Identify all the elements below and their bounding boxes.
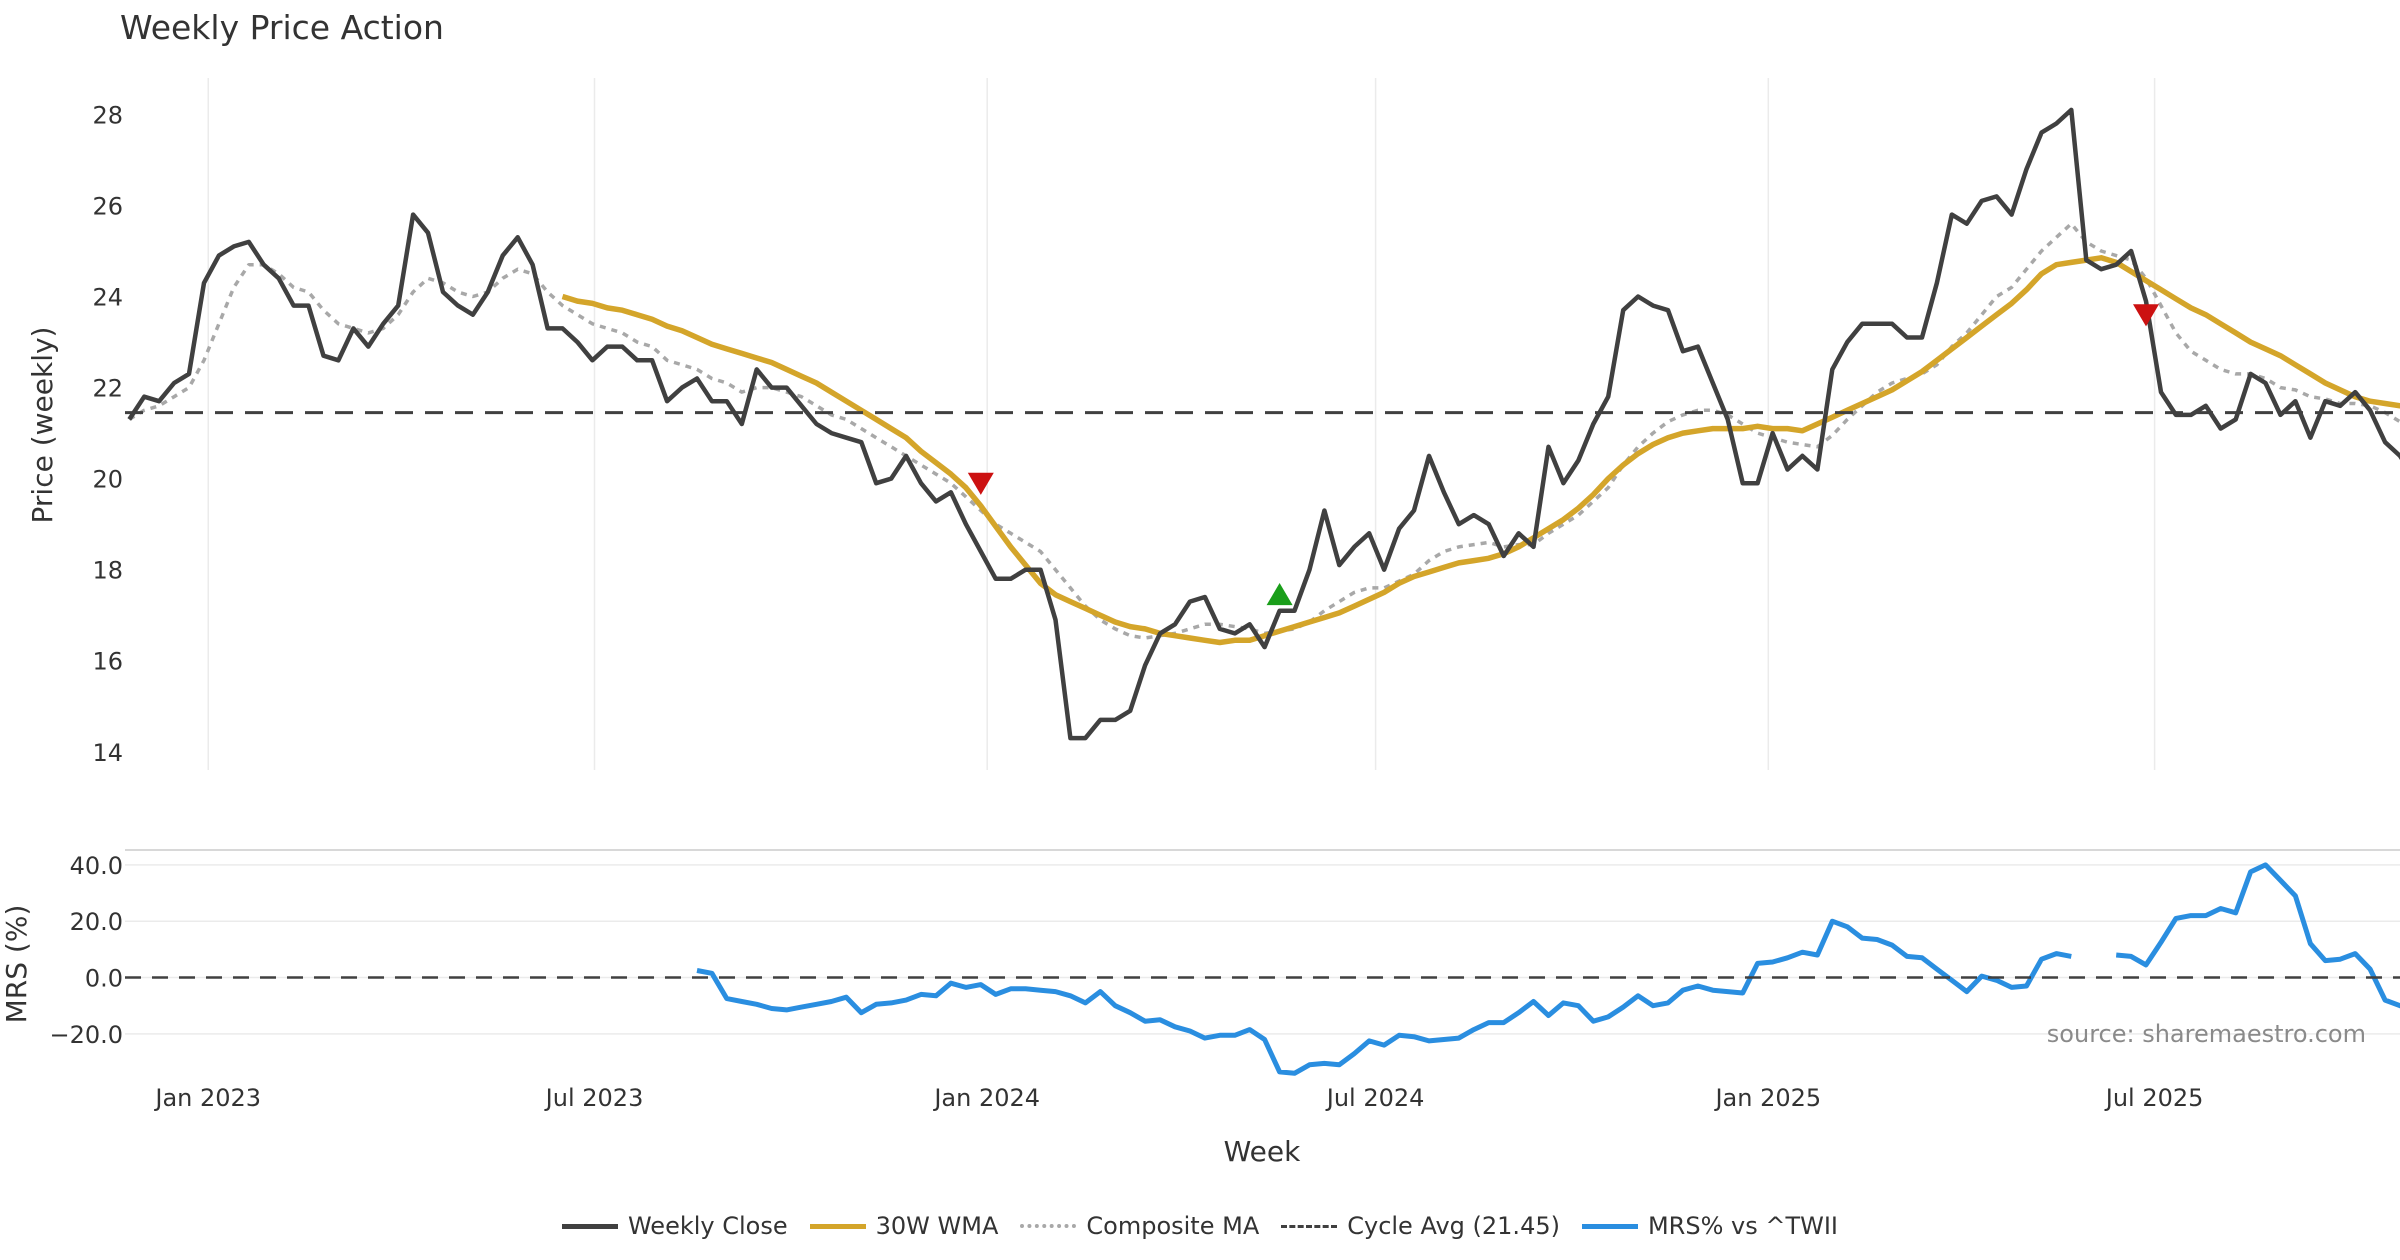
price-y-tick-label: 26 [92,192,123,220]
price-y-tick-label: 24 [92,284,123,312]
legend-item: Composite MA [1020,1212,1259,1240]
series-30w-wma [561,255,2400,646]
price-y-tick-label: 20 [92,466,123,494]
legend-item: Weekly Close [561,1212,788,1240]
legend-label: Cycle Avg (21.45) [1347,1212,1560,1240]
mrs-axis-label: MRS (%) [0,905,33,1024]
x-tick-label: Jul 2024 [1325,1084,1425,1112]
legend-label: Composite MA [1086,1212,1260,1240]
price-y-tick-label: 14 [92,739,123,767]
source-note: source: sharemaestro.com [2046,1020,2366,1048]
mrs-y-tick-label: 20.0 [70,908,123,936]
legend-item: MRS% vs ^TWII [1581,1212,1839,1240]
price-y-tick-label: 18 [92,557,123,585]
mrs-y-tick-label: −20.0 [49,1021,123,1049]
chart-legend: Weekly Close 30W WMA Composite MA Cycle Avg… [0,1212,2400,1240]
legend-swatch [561,1223,618,1229]
x-tick-label: Jul 2023 [544,1084,644,1112]
x-tick-label: Jan 2025 [1713,1084,1821,1112]
price-panel-grid: Jan 2023 Jul 2023 Jan 2024 Jul 2024 Jan 2025… [92,78,2203,1112]
price-panel-series [125,107,2400,741]
legend-swatch [1020,1224,1077,1228]
price-y-tick-label: 28 [92,101,123,129]
mrs-panel-series [125,862,2400,1076]
x-tick-label: Jul 2025 [2104,1084,2204,1112]
price-axis-label: Price (weekly) [26,327,59,524]
legend-swatch [1281,1224,1338,1228]
mrs-y-tick-label: 40.0 [70,852,123,880]
legend-label: 30W WMA [875,1212,999,1240]
x-tick-label: Jan 2024 [932,1084,1040,1112]
price-y-tick-label: 22 [92,375,123,403]
buy-signal-marker [1266,583,1293,606]
legend-item: 30W WMA [809,1212,999,1240]
axis-labels: Price (weekly) MRS (%) Week [0,327,1301,1168]
legend-swatch [809,1223,866,1229]
series-composite-ma [128,221,2400,640]
legend-swatch [1581,1223,1638,1229]
price-y-tick-label: 16 [92,648,123,676]
series-weekly-close [127,107,2400,741]
sell-signal-marker [967,472,994,495]
x-axis-label: Week [1224,1135,1301,1168]
legend-item: Cycle Avg (21.45) [1281,1212,1560,1240]
x-tick-label: Jan 2023 [153,1084,261,1112]
legend-label: MRS% vs ^TWII [1647,1212,1839,1240]
series-mrs-vs-twii [696,862,2400,1076]
chart-title: Weekly Price Action [120,8,444,47]
legend-label: Weekly Close [627,1212,788,1240]
mrs-y-tick-label: 0.0 [85,965,123,993]
sell-signal-marker [2133,304,2159,327]
